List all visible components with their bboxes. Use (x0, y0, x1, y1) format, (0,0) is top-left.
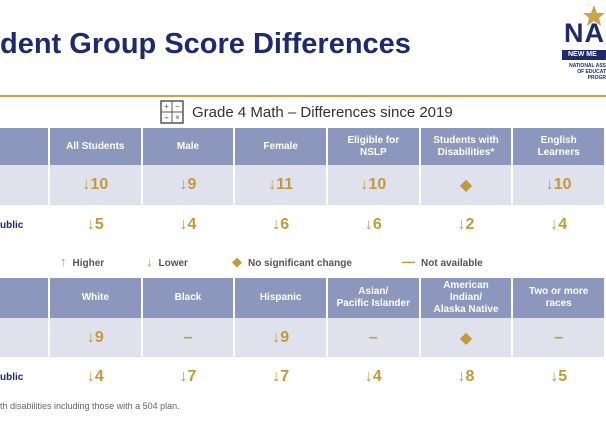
logo-line: NATIONAL ASS (569, 63, 606, 69)
column-header: Male (142, 128, 234, 165)
calc-icon: + − ÷ × (160, 100, 184, 124)
legend: ↑ Higher ↓ Lower ◆ No significant change — Not … (0, 254, 606, 272)
legend-item: ↓ Lower (146, 254, 188, 269)
svg-text:+: + (164, 102, 169, 111)
cell: ↓5 (86, 216, 104, 233)
svg-text:×: × (175, 113, 180, 122)
logo-line: OF EDUCAT (577, 69, 606, 75)
header-cell (0, 278, 48, 318)
cell: – (142, 318, 234, 357)
legend-text: Higher (72, 258, 105, 269)
logo-mark: NAE (564, 18, 606, 48)
column-header: American Indian/ Alaska Native (420, 278, 512, 318)
column-header: Students with Disabilities* (420, 128, 512, 165)
cell: ↓9 (142, 165, 234, 205)
cell: ◆ (420, 165, 512, 205)
table: All Students Male Female Eligible for NSLP S… (0, 128, 604, 245)
legend-text: Not available (421, 258, 483, 269)
subtitle: Grade 4 Math – Differences since 2019 (192, 104, 453, 121)
column-header: Black (142, 278, 234, 318)
rule (0, 95, 606, 97)
legend-symbol: — (402, 254, 415, 269)
cell: ↓11 (235, 165, 326, 205)
footnote: th disabilities including those with a 5… (0, 401, 180, 411)
svg-text:÷: ÷ (164, 113, 169, 122)
column-header: English Learners (513, 128, 604, 165)
row-label: ublic (0, 219, 24, 231)
legend-symbol: ◆ (232, 254, 242, 269)
row-label (0, 165, 48, 205)
cell: ↓2 (457, 216, 475, 233)
cell: ↓8 (457, 368, 475, 385)
logo: NAE NEW ME NATIONAL ASS OF EDUCAT PROGR (560, 5, 606, 81)
cell: ↓7 (272, 368, 290, 385)
column-header: Asian/ Pacific Islander (327, 278, 419, 318)
legend-symbol: ↓ (146, 254, 153, 269)
logo-band: NEW ME (562, 50, 606, 60)
table: White Black Hispanic Asian/ Pacific Islande… (0, 278, 604, 397)
column-header: All Students (50, 128, 141, 165)
column-header: Female (235, 128, 326, 165)
svg-text:−: − (175, 102, 180, 111)
column-header: White (50, 278, 141, 318)
logo-line: PROGR (587, 75, 606, 81)
cell: ↓9 (50, 318, 141, 357)
legend-text: Lower (158, 258, 188, 269)
cell: ↓10 (513, 165, 604, 205)
header-cell (0, 128, 48, 165)
row-label: ublic (0, 371, 24, 383)
cell: ↓4 (364, 368, 382, 385)
logo-star (583, 5, 605, 26)
legend-text: No significant change (248, 258, 352, 269)
legend-item: — Not available (402, 254, 483, 269)
cell: – (513, 318, 604, 357)
legend-symbol: ↑ (60, 254, 67, 269)
cell: ◆ (420, 318, 512, 357)
cell: ↓6 (272, 216, 290, 233)
cell: ↓10 (327, 165, 419, 205)
cell: ↓4 (550, 216, 568, 233)
cell: ↓6 (364, 216, 382, 233)
title: dent Group Score Differences (0, 28, 411, 60)
column-header: Two or more races (513, 278, 604, 318)
column-header: Hispanic (235, 278, 326, 318)
column-header: Eligible for NSLP (327, 128, 419, 165)
cell: – (327, 318, 419, 357)
cell: ↓4 (179, 216, 197, 233)
cell: ↓5 (550, 368, 568, 385)
cell: ↓7 (179, 368, 197, 385)
cell: ↓4 (86, 368, 104, 385)
row-label (0, 318, 48, 357)
cell: ↓9 (235, 318, 326, 357)
cell: ↓10 (50, 165, 141, 205)
legend-item: ◆ No significant change (232, 254, 352, 270)
legend-item: ↑ Higher (60, 254, 104, 269)
